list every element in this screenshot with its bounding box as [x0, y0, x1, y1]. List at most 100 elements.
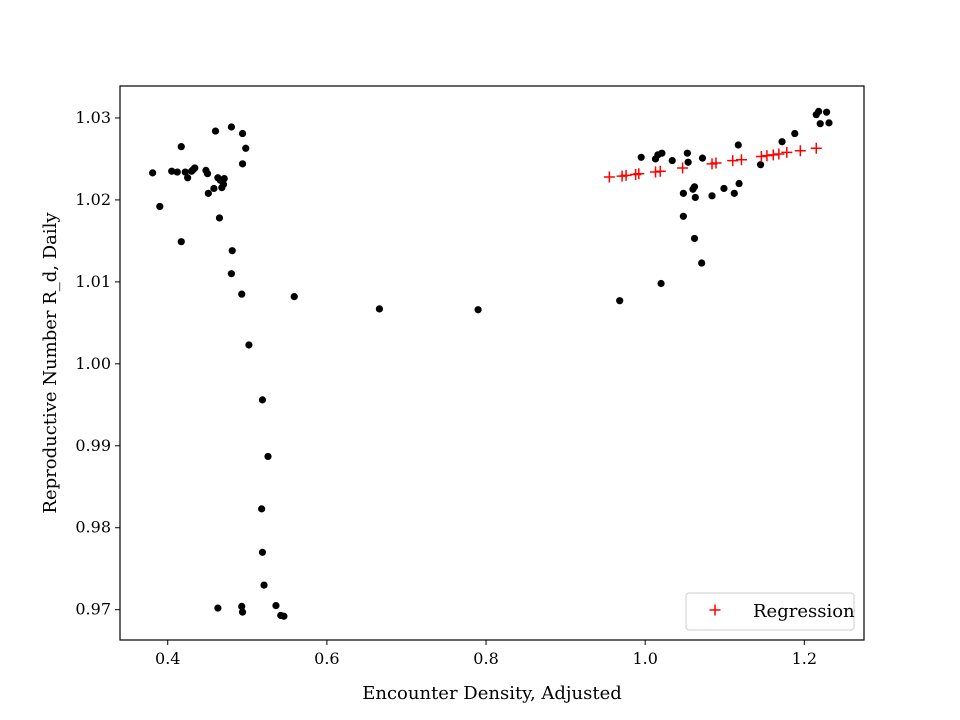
series-data: [149, 107, 833, 620]
data-point: [238, 290, 246, 298]
data-point: [258, 548, 267, 556]
regression-point: [727, 155, 739, 167]
data-point: [227, 270, 236, 278]
data-point: [684, 158, 692, 166]
data-point: [698, 259, 706, 267]
data-point: [219, 180, 228, 188]
data-point: [825, 119, 833, 127]
data-point: [735, 179, 743, 188]
regression-point: [650, 166, 662, 178]
data-point: [238, 602, 246, 610]
x-tick-label: 0.8: [473, 649, 498, 668]
data-point: [280, 612, 288, 620]
data-point: [734, 141, 742, 149]
x-tick-label: 1.2: [792, 649, 817, 668]
data-point: [690, 183, 699, 191]
legend-frame: [685, 592, 855, 631]
data-point: [668, 156, 676, 165]
data-point: [227, 123, 236, 131]
data-point: [778, 138, 786, 146]
data-point: [211, 127, 220, 135]
data-point: [173, 168, 181, 176]
data-point: [679, 212, 687, 220]
legend-plus-icon: [709, 604, 721, 616]
regression-point: [654, 165, 666, 177]
regression-point: [810, 142, 822, 154]
regression-point: [603, 171, 615, 183]
x-tick-label: 0.6: [314, 649, 339, 668]
data-point: [184, 174, 192, 182]
data-point: [260, 581, 268, 589]
data-point: [168, 167, 176, 175]
data-point: [214, 604, 222, 612]
data-point: [720, 184, 728, 193]
data-point: [683, 149, 691, 157]
data-point: [375, 305, 384, 313]
y-axis-label: Reproductive Number R_d, Daily: [40, 212, 61, 514]
data-point: [823, 108, 831, 116]
x-axis-label: Encounter Density, Adjusted: [362, 683, 622, 704]
regression-point: [620, 169, 632, 181]
data-point: [815, 107, 823, 116]
x-tick-label: 1.0: [632, 649, 657, 668]
legend-marker-regression: [709, 604, 721, 616]
y-tick-label: 1.02: [75, 190, 111, 209]
regression-point: [735, 154, 747, 166]
data-point: [657, 279, 665, 288]
data-point: [272, 601, 280, 610]
regression-point: [773, 148, 785, 160]
data-point: [181, 168, 189, 176]
data-point: [264, 452, 272, 461]
y-axis: 0.97 0.98 0.99 1.00 1.01 1.02 1.03: [75, 108, 120, 619]
data-point: [177, 238, 185, 246]
legend: Regression: [685, 592, 855, 631]
data-point: [816, 120, 824, 128]
y-tick-label: 1.03: [75, 108, 111, 127]
regression-point: [767, 149, 779, 161]
regression-point: [633, 168, 645, 180]
regression-point: [755, 150, 767, 162]
regression-point: [677, 162, 689, 174]
data-point: [756, 161, 765, 169]
data-point: [204, 189, 212, 197]
data-point: [149, 169, 157, 177]
data-point: [791, 129, 799, 138]
y-tick-label: 1.01: [75, 272, 111, 291]
data-point: [708, 192, 716, 200]
data-point: [210, 184, 218, 193]
data-point: [245, 341, 253, 349]
data-point: [220, 175, 228, 183]
data-point: [203, 170, 212, 178]
data-point: [730, 189, 738, 197]
regression-point: [781, 146, 793, 158]
plot-area: [149, 107, 833, 620]
data-point: [228, 247, 236, 255]
data-point: [616, 297, 624, 305]
data-point: [215, 214, 224, 222]
y-tick-label: 1.00: [75, 354, 111, 373]
data-point: [290, 293, 298, 301]
data-point: [258, 396, 267, 404]
regression-point: [761, 150, 773, 162]
data-point: [474, 306, 482, 314]
legend-label-regression: Regression: [753, 601, 855, 622]
data-point: [679, 189, 687, 197]
x-axis: 0.4 0.6 0.8 1.0 1.2: [155, 640, 817, 668]
data-point: [690, 234, 699, 243]
data-point: [637, 153, 645, 161]
data-point: [698, 154, 707, 162]
y-tick-label: 0.98: [75, 518, 111, 537]
data-point: [156, 202, 164, 211]
x-tick-label: 0.4: [155, 649, 180, 668]
data-point: [691, 193, 699, 202]
data-point: [258, 505, 266, 513]
regression-point: [794, 145, 806, 157]
regression-point: [710, 157, 722, 169]
data-point: [238, 608, 247, 616]
data-point: [191, 164, 199, 172]
data-point: [238, 129, 247, 138]
y-tick-label: 0.99: [75, 436, 111, 455]
data-point: [177, 143, 185, 151]
data-point: [242, 144, 250, 152]
